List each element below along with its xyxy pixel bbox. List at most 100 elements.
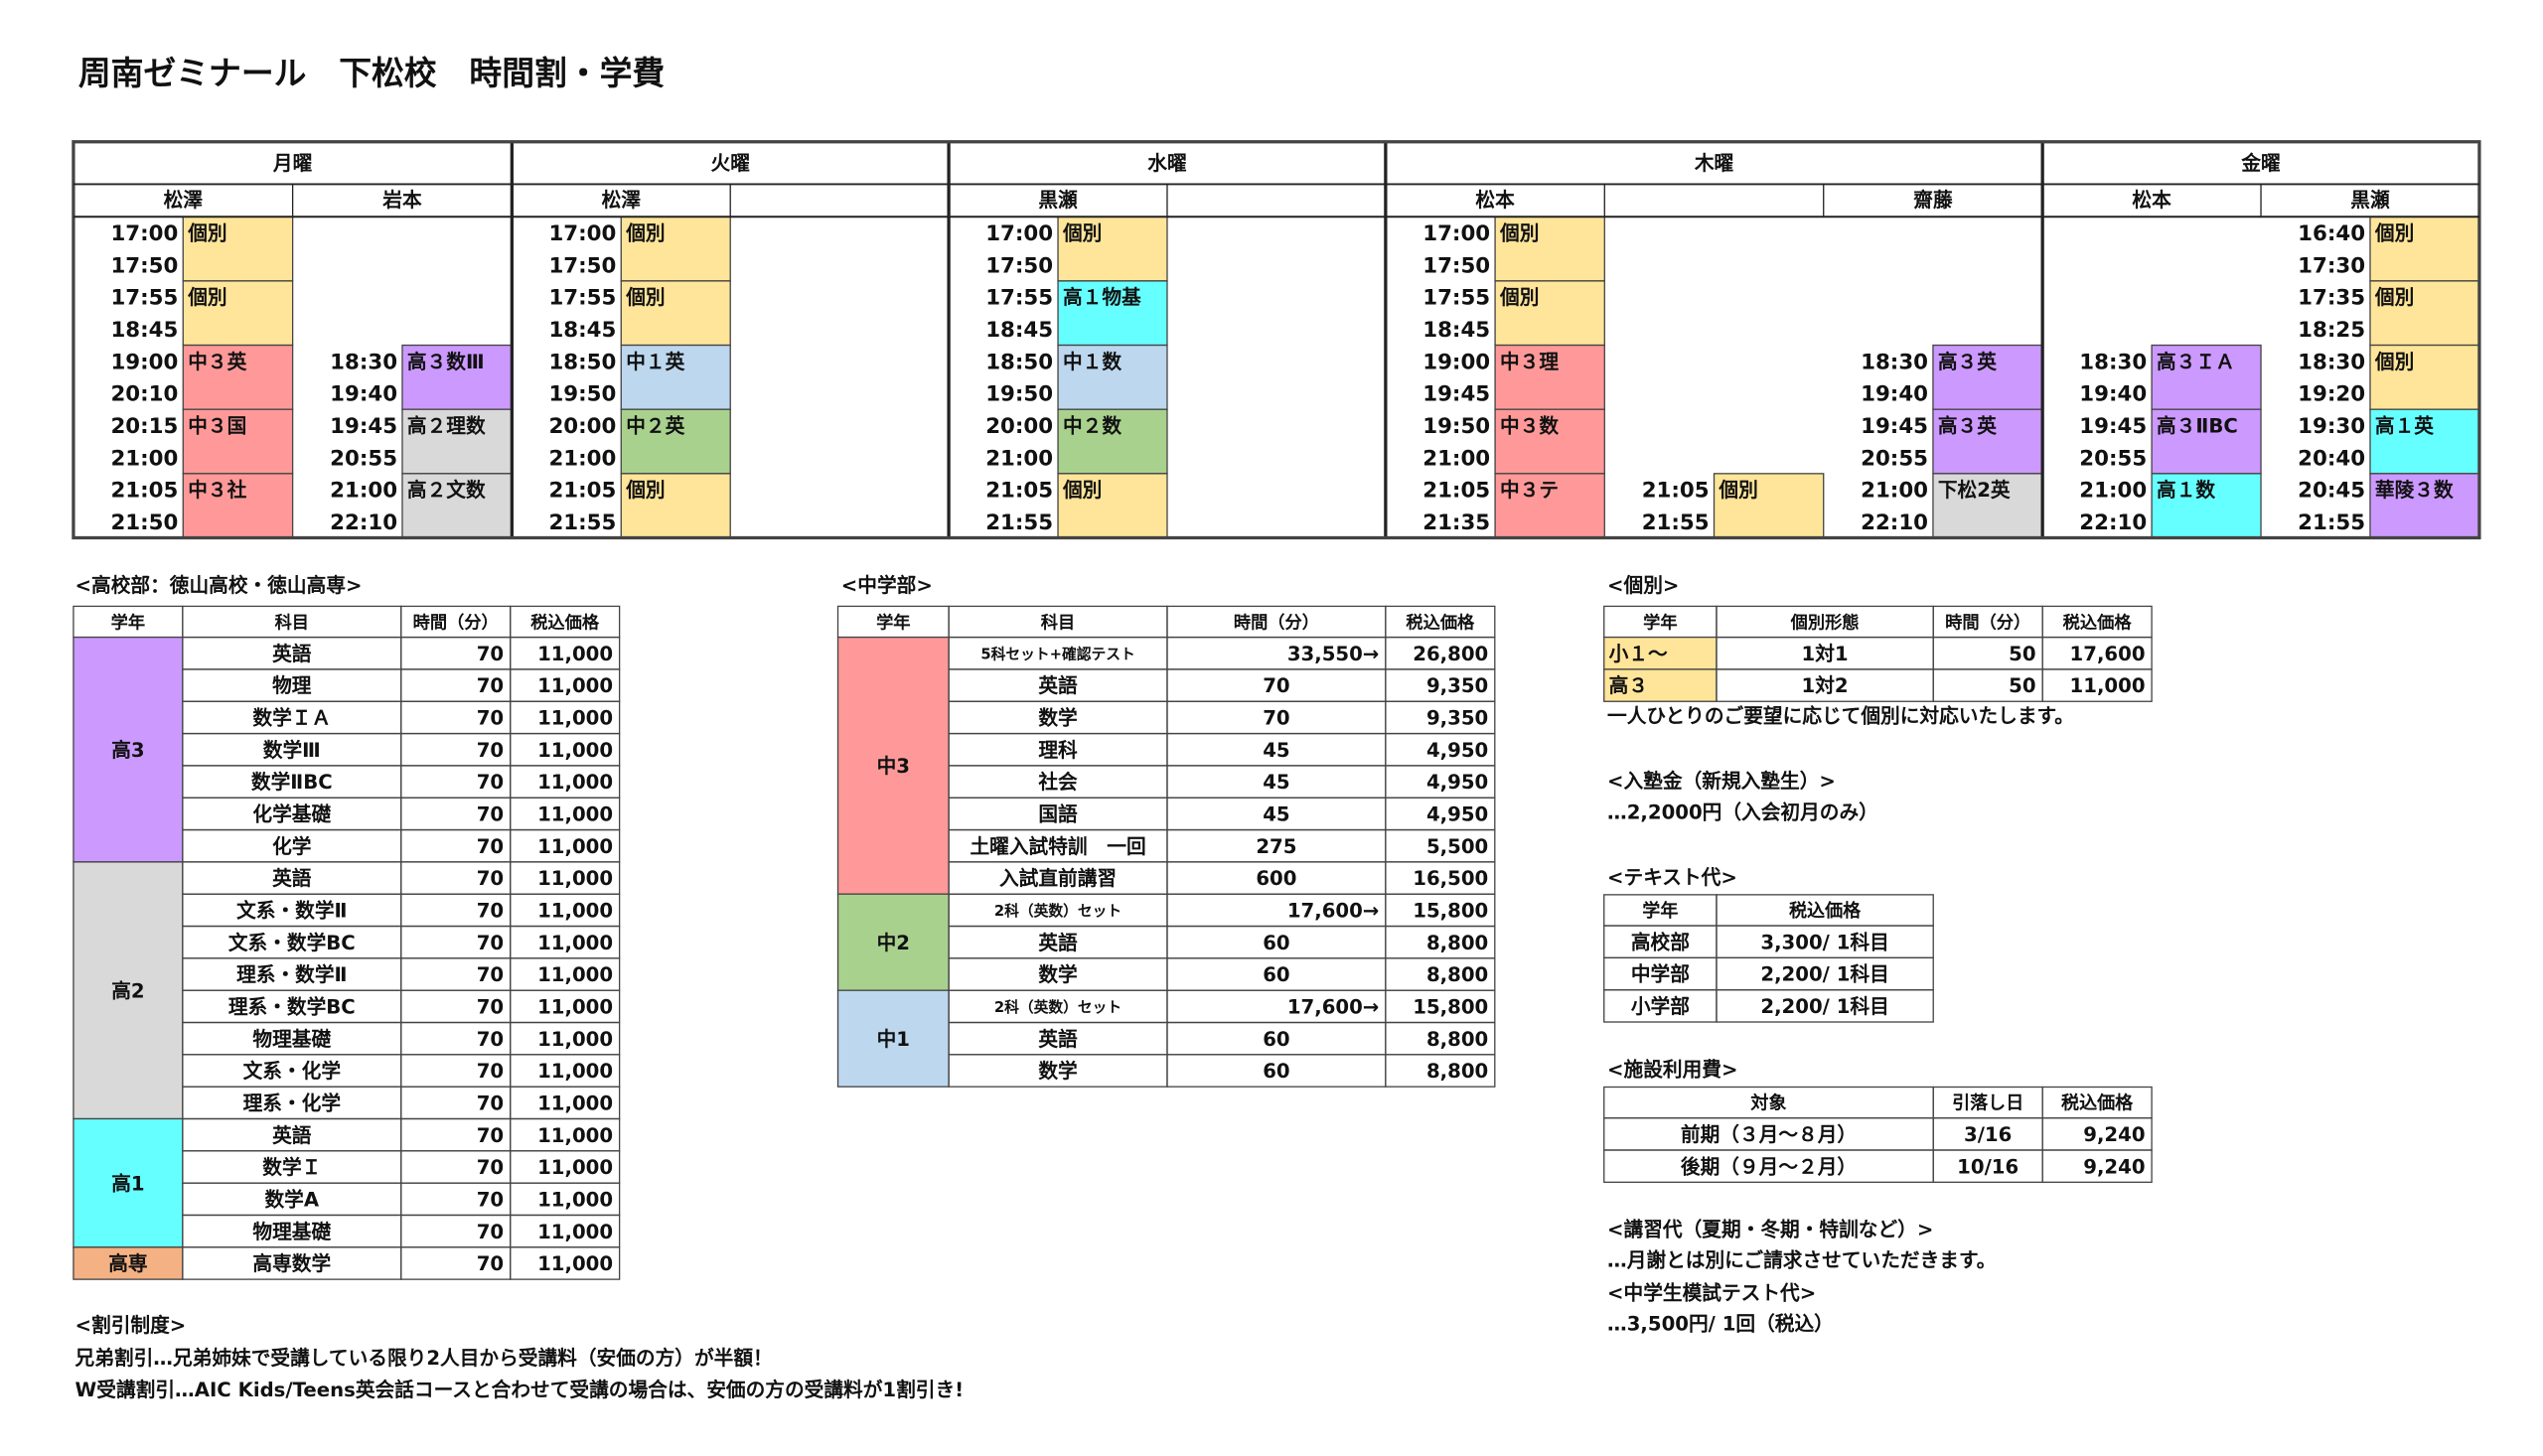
cell-text: 物理基礎 (252, 1221, 331, 1243)
subject: 個別 (187, 222, 226, 245)
end-time: 20:40 (2298, 446, 2365, 471)
cell-text: 数学 (1038, 707, 1077, 730)
title: 周南ゼミナール 下松校 時間割・学費 (78, 55, 665, 92)
cell-text: 45 (1263, 803, 1289, 826)
subject: 高２理数 (407, 415, 486, 438)
column-header: 税込価格 (2063, 613, 2133, 634)
start-time: 17:00 (1422, 221, 1490, 246)
cell-text: 数学ⅡBC (251, 771, 333, 794)
end-time: 21:55 (1642, 510, 1710, 535)
cell-text: 11,000 (537, 1252, 613, 1275)
cell-text: 国語 (1038, 803, 1078, 826)
end-time: 19:40 (1861, 382, 1928, 407)
cell-text: 理系・化学 (243, 1092, 341, 1114)
cell-text: 11,000 (537, 835, 613, 858)
start-time: 18:30 (1861, 350, 1928, 374)
grade-cell (836, 893, 950, 991)
subject: 高３ⅡBC (2157, 415, 2238, 438)
note: …2,2000円（入会初月のみ） (1607, 801, 1878, 823)
grade-cell (1603, 668, 1718, 702)
grade: 小１～ (1609, 643, 1668, 665)
grade: 高３ (1609, 674, 1648, 697)
start-time: 21:05 (985, 479, 1053, 504)
start-time: 19:50 (1422, 414, 1490, 439)
cell-text: 11,000 (2070, 674, 2146, 697)
teacher-name: 松本 (2132, 189, 2171, 212)
start-time: 17:55 (985, 286, 1053, 311)
subject: 華陵３数 (2375, 479, 2454, 502)
teacher-name: 黒瀬 (1038, 189, 1078, 212)
class-cell (1494, 344, 1605, 410)
cell-text: 8,800 (1426, 1060, 1488, 1083)
start-time: 17:00 (548, 221, 616, 246)
start-time: 17:00 (985, 221, 1053, 246)
note: 一人ひとりのご要望に応じて個別に対応いたします。 (1607, 705, 2074, 728)
column-header: 対象 (1749, 1092, 1786, 1114)
cell-text: 数学ＩＡ (252, 707, 331, 730)
cell-text: 小学部 (1631, 995, 1690, 1018)
end-time: 17:50 (548, 253, 616, 278)
cell-text: 3,300/ 1科目 (1760, 931, 1888, 953)
start-time: 18:30 (2079, 350, 2147, 374)
cell-text: 11,000 (537, 1156, 613, 1179)
cell-text: 英語 (271, 1124, 312, 1147)
teacher-name: 松澤 (602, 189, 642, 212)
cell-text: 11,000 (537, 707, 613, 730)
column-header: 時間（分） (413, 613, 499, 634)
start-time: 21:05 (1642, 479, 1710, 504)
note: …月謝とは別にご請求させていただきます。 (1607, 1249, 1996, 1272)
grade-cell (836, 636, 950, 895)
end-time: 21:00 (985, 446, 1053, 471)
cell-text: 文系・数学BC (228, 932, 356, 954)
cell-text: 11,000 (537, 643, 613, 665)
end-time: 20:55 (1861, 446, 1928, 471)
cell-text: 70 (1263, 674, 1289, 697)
start-time: 19:45 (330, 414, 397, 439)
subject: 個別 (1062, 479, 1102, 502)
cell-text: 17,600→ (1287, 995, 1379, 1018)
class-cell (1494, 216, 1605, 282)
start-time: 20:00 (548, 414, 616, 439)
subject: 個別 (625, 479, 665, 502)
end-time: 22:10 (1861, 510, 1928, 535)
section-label: <施設利用費> (1607, 1059, 1737, 1082)
cell-text: 中学部 (1631, 963, 1690, 986)
end-time: 21:50 (110, 510, 178, 535)
end-time: 22:10 (330, 510, 397, 535)
section-label: <テキスト代> (1607, 866, 1737, 889)
subject: 個別 (2374, 286, 2414, 309)
start-time: 19:00 (1422, 350, 1490, 374)
end-time: 18:45 (985, 318, 1053, 343)
subject: 中２英 (626, 415, 684, 438)
class-cell (2151, 344, 2262, 410)
start-time: 17:00 (110, 221, 178, 246)
cell-text: 45 (1263, 739, 1289, 762)
cell-text: 英語 (271, 867, 312, 890)
subject: 中１英 (626, 351, 684, 373)
teacher-name: 齋藤 (1912, 189, 1953, 212)
subject: 高２文数 (407, 479, 486, 502)
day-header: 火曜 (711, 152, 751, 175)
start-time: 20:45 (2298, 479, 2365, 504)
cell-text: 11,000 (537, 674, 613, 697)
cell-text: 3/16 (1964, 1123, 2012, 1146)
class-cell (1494, 473, 1605, 539)
cell-text: 70 (477, 707, 504, 730)
cell-text: 10/16 (1957, 1155, 2019, 1178)
cell-text: 60 (1263, 1060, 1289, 1083)
column-header: 個別形態 (1790, 613, 1860, 634)
teacher-name: 岩本 (381, 189, 422, 212)
grade: 中3 (877, 755, 910, 778)
start-time: 19:45 (1861, 414, 1928, 439)
cell-text: 11,000 (537, 932, 613, 954)
cell (1716, 989, 1934, 1023)
subject: 個別 (2374, 351, 2414, 373)
cell-text: 70 (477, 963, 504, 986)
cell-text: 70 (477, 1188, 504, 1211)
cell-text: 英語 (1037, 1028, 1078, 1051)
cell-text: 2,200/ 1科目 (1760, 963, 1888, 986)
grade: 高2 (111, 979, 144, 1002)
cell-text: 数学A (264, 1188, 319, 1211)
subject: 高３英 (1938, 351, 1997, 373)
